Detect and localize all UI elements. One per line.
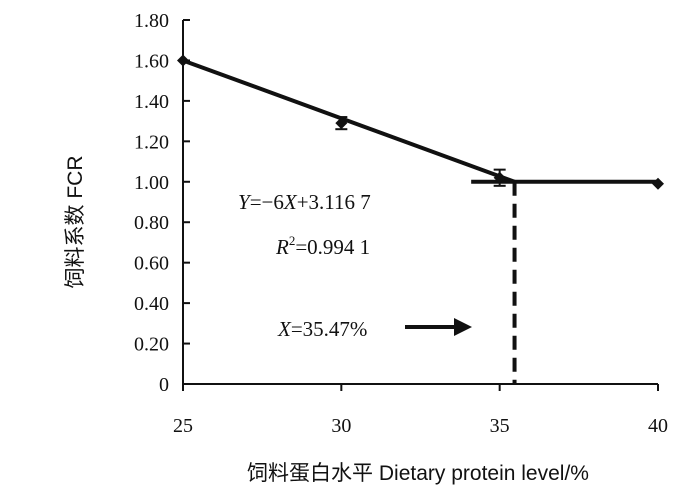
breakpoint-arrow-head [454,318,472,336]
r-squared: R2=0.994 1 [275,233,370,259]
x-tick-label: 35 [490,415,510,437]
y-tick-label: 1.60 [134,50,169,72]
y-tick-label: 0.40 [134,293,169,315]
y-tick-label: 0.60 [134,253,169,275]
r2-value: =0.994 1 [295,235,370,259]
y-tick-label: 0.20 [134,334,169,356]
data-point [652,177,664,190]
eq-x-var: X [283,190,298,214]
regression-equation: Y=−6X+3.116 7 [238,190,371,214]
x-tick-label: 40 [648,415,668,437]
r2-var: R [275,235,289,259]
data-points [177,54,664,190]
y-ticks: 0 0.20 0.40 0.60 0.80 1.00 1.20 1.40 1.60 1.80 [134,10,190,396]
breakpoint-label: X=35.47% [277,317,367,341]
eq-intercept: +3.116 7 [297,190,371,214]
x-tick-label: 30 [331,415,351,437]
y-tick-label: 1.80 [134,10,169,32]
fit-line [182,58,516,184]
fit-lines [182,58,658,184]
y-tick-label: 0.80 [134,212,169,234]
y-tick-label: 0 [159,374,169,396]
data-point [335,117,348,130]
bp-value: =35.47% [291,317,368,341]
bp-x-var: X [277,317,292,341]
r2-superscript: 2 [289,233,296,248]
breakpoint-arrow [405,318,472,336]
y-tick-label: 1.00 [134,172,169,194]
x-tick-label: 25 [173,415,193,437]
x-axis-title: 饲料蛋白水平 Dietary protein level/% [247,462,589,485]
data-point [493,171,506,184]
x-ticks: 25 30 35 40 [173,384,668,437]
eq-coefficient: =−6 [250,190,284,214]
axes [182,20,658,385]
eq-y-var: Y [238,190,252,214]
y-axis-title: 饲料系数 FCR [64,156,87,289]
y-tick-label: 1.20 [134,131,169,153]
y-tick-label: 1.40 [134,91,169,113]
